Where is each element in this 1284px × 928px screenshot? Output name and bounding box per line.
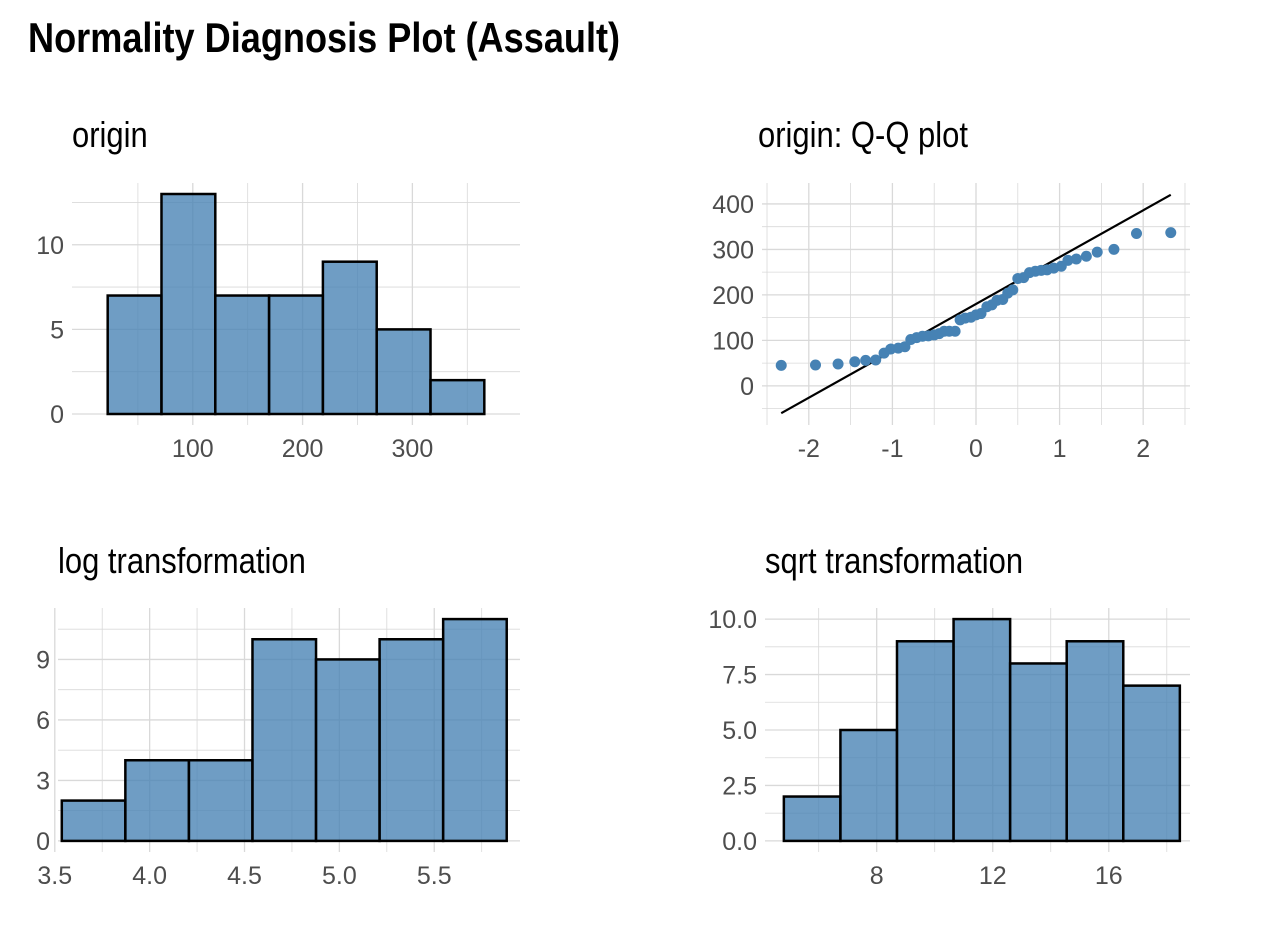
panel-title-qq: origin: Q-Q plot: [758, 114, 968, 155]
qq-x-tick-label: 0: [969, 435, 983, 463]
panel-title-log: log transformation: [58, 540, 306, 581]
sqrt-histogram-bar: [782, 795, 842, 843]
qq-data-point: [870, 354, 882, 366]
sqrt-y-tick-label: 7.5: [722, 662, 757, 690]
log-y-tick-label: 3: [36, 767, 50, 795]
qq-x-tick-label: 2: [1136, 435, 1150, 463]
panel-title-sqrt: sqrt transformation: [765, 540, 1024, 581]
qq-data-point: [1108, 243, 1120, 255]
origin-x-tick-label: 200: [282, 435, 324, 463]
origin-y-tick-label: 10: [36, 232, 64, 260]
log-x-tick-label: 4.0: [132, 862, 167, 890]
qq-data-point: [1070, 253, 1082, 265]
log-histogram-bar: [441, 617, 508, 843]
origin-histogram-bar: [321, 260, 378, 416]
origin-x-tick-label: 300: [392, 435, 434, 463]
log-x-tick-label: 3.5: [37, 862, 72, 890]
log-histogram-bar: [124, 758, 191, 843]
log-histogram-bar: [314, 658, 381, 843]
qq-y-tick-label: 200: [712, 282, 754, 310]
qq-data-point: [1165, 227, 1177, 239]
origin-x-tick-label: 100: [172, 435, 214, 463]
origin-histogram-bar: [214, 294, 271, 416]
qq-data-point: [832, 358, 844, 370]
qq-data-point: [1080, 250, 1092, 262]
sqrt-x-tick-label: 12: [979, 862, 1007, 890]
sqrt-histogram-bar: [895, 640, 955, 843]
qq-data-point: [860, 354, 872, 366]
page-title: Normality Diagnosis Plot (Assault): [28, 14, 621, 61]
qq-reference-line: [780, 193, 1172, 415]
sqrt-x-tick-label: 8: [870, 862, 884, 890]
sqrt-histogram-bar: [952, 617, 1012, 843]
sqrt-histogram-bar: [1122, 684, 1182, 843]
log-x-tick-label: 5.0: [322, 862, 357, 890]
qq-data-point: [1091, 246, 1103, 258]
origin-histogram-bar: [160, 192, 217, 416]
qq-data-point: [810, 359, 821, 371]
log-y-tick-label: 6: [36, 707, 50, 735]
qq-data-point: [775, 359, 787, 371]
origin-histogram-bar: [375, 328, 432, 416]
sqrt-y-tick-label: 10.0: [708, 606, 757, 634]
sqrt-histogram-bar: [839, 728, 899, 843]
qq-data-point: [949, 325, 961, 337]
qq-y-tick-label: 100: [712, 327, 754, 355]
log-x-tick-label: 4.5: [227, 862, 262, 890]
panel-title-origin: origin: [72, 114, 148, 155]
qq-data-point: [1007, 284, 1019, 296]
origin-histogram-bar: [106, 294, 163, 416]
qq-y-tick-label: 400: [712, 191, 754, 219]
origin-histogram-bar: [429, 378, 486, 416]
qq-x-tick-label: -1: [881, 435, 903, 463]
log-y-tick-label: 9: [36, 646, 50, 674]
sqrt-y-tick-label: 0.0: [722, 828, 757, 856]
sqrt-histogram-bar: [1065, 640, 1125, 843]
qq-data-point: [1131, 227, 1142, 239]
sqrt-y-tick-label: 5.0: [722, 717, 757, 745]
sqrt-y-tick-label: 2.5: [722, 772, 757, 800]
sqrt-x-tick-label: 16: [1095, 862, 1123, 890]
qq-x-tick-label: 1: [1053, 435, 1067, 463]
log-y-tick-label: 0: [36, 828, 50, 856]
qq-y-tick-label: 300: [712, 236, 754, 264]
origin-y-tick-label: 0: [50, 401, 64, 429]
sqrt-histogram-bar: [1008, 662, 1068, 843]
origin-y-tick-label: 5: [50, 316, 64, 344]
qq-data-point: [849, 356, 861, 368]
log-histogram-bar: [187, 758, 254, 843]
qq-y-tick-label: 0: [740, 373, 754, 401]
log-histogram-bar: [378, 638, 445, 843]
qq-data-point: [1062, 254, 1074, 266]
origin-histogram-bar: [267, 294, 325, 416]
qq-x-tick-label: -2: [798, 435, 820, 463]
log-x-tick-label: 5.5: [417, 862, 452, 890]
